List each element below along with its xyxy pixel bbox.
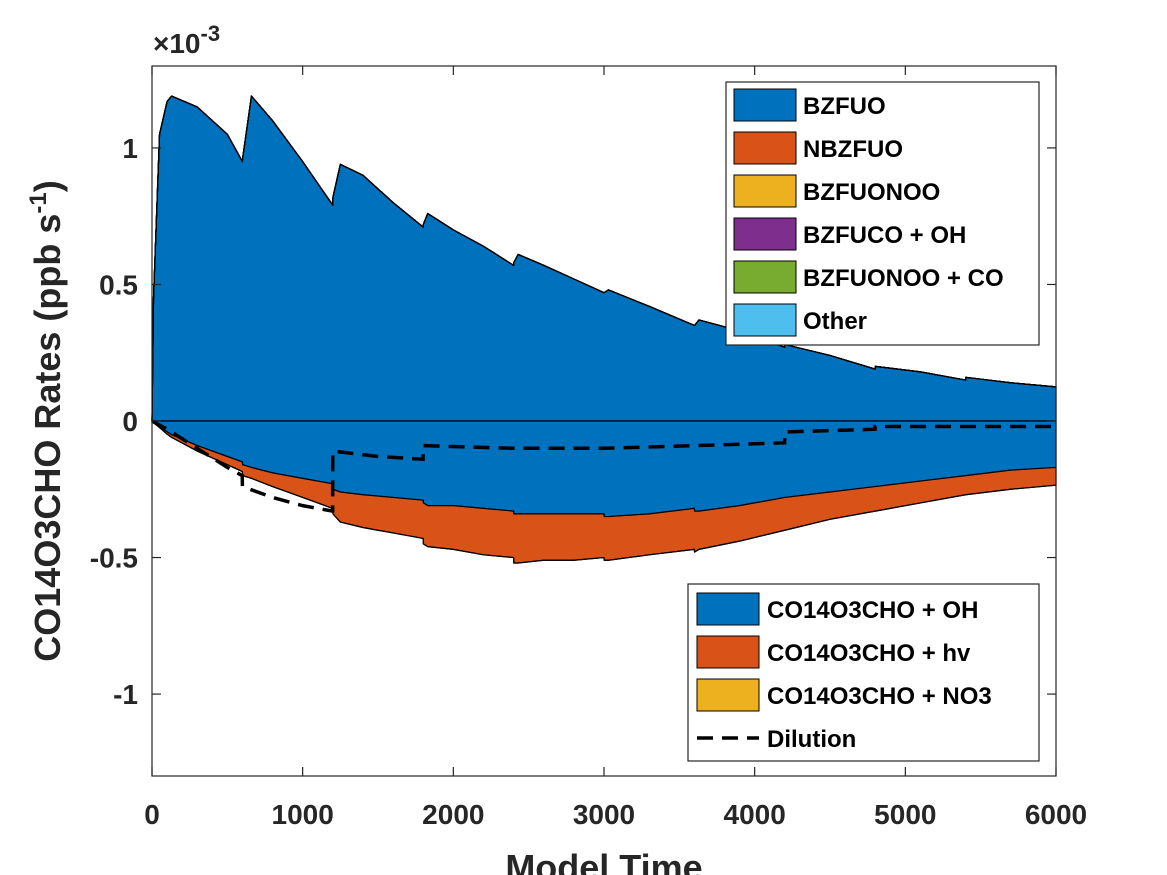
x-tick-label: 3000 [573,799,635,830]
x-axis-label: Model Time [505,847,702,875]
legend-label-bzfuo: BZFUO [803,93,886,120]
legend-swatch-bzfuco-oh [733,217,797,251]
legend-swatch-bzfuonoo-co [733,260,797,294]
y-axis-label-close: ) [27,180,68,192]
y-tick-label: 0.5 [99,269,138,300]
legend-label-co14o3cho-oh: CO14O3CHO + OH [767,597,978,624]
y-tick-label: -1 [113,679,138,710]
x-tick-label: 0 [144,799,160,830]
y-axis-label-exp: -1 [25,192,52,213]
exponent-prefix: ×10 [153,28,201,59]
legend-label-bzfuonoo-co: BZFUONOO + CO [803,265,1004,292]
legend-loss: CO14O3CHO + OH CO14O3CHO + hv CO14O3CHO + … [687,583,1040,762]
legend-production-box [725,81,1040,346]
legend-label-bzfuonoo: BZFUONOO [803,179,940,206]
tick-group: 0 1000 2000 3000 4000 5000 6000 -1 -0.5 0 0.5 1 [90,66,1087,830]
x-tick-label: 1000 [272,799,334,830]
exponent-label: ×10-3 [153,21,220,59]
y-axis-label-main: CO14O3CHO Rates (ppb s [27,214,68,662]
legend-label-dilution: Dilution [767,726,856,753]
legend-swatch-bzfuo [733,88,797,122]
y-tick-label: 0 [122,406,138,437]
legend-label-nbzfuo: NBZFUO [803,136,903,163]
legend-loss-items: CO14O3CHO + OH CO14O3CHO + hv CO14O3CHO + … [696,592,992,753]
legend-label-co14o3cho-no3: CO14O3CHO + NO3 [767,683,992,710]
legend-label-other: Other [803,308,867,335]
legend-swatch-other [733,303,797,337]
x-tick-label: 4000 [724,799,786,830]
legend-swatch-nbzfuo [733,131,797,165]
legend-label-co14o3cho-hv: CO14O3CHO + hv [767,640,971,667]
legend-swatch-co14o3cho-no3 [696,678,760,712]
dilution-line [151,419,1056,514]
legend-production: BZFUO NBZFUO BZFUONOO BZFUCO + OH BZFUONOO +… [725,81,1040,346]
x-tick-label: 6000 [1025,799,1087,830]
legend-swatch-co14o3cho-oh [696,592,760,626]
legend-label-bzfuco-oh: BZFUCO + OH [803,222,966,249]
x-tick-label: 5000 [874,799,936,830]
exponent-power: -3 [201,21,221,46]
y-tick-label: 1 [122,133,138,164]
x-tick-label: 2000 [422,799,484,830]
y-tick-label: -0.5 [90,543,138,574]
legend-swatch-bzfuonoo [733,174,797,208]
legend-swatch-co14o3cho-hv [696,635,760,669]
y-axis-label: CO14O3CHO Rates (ppb s-1) [25,180,68,661]
legend-production-items: BZFUO NBZFUO BZFUONOO BZFUCO + OH BZFUONOO +… [733,88,1004,337]
